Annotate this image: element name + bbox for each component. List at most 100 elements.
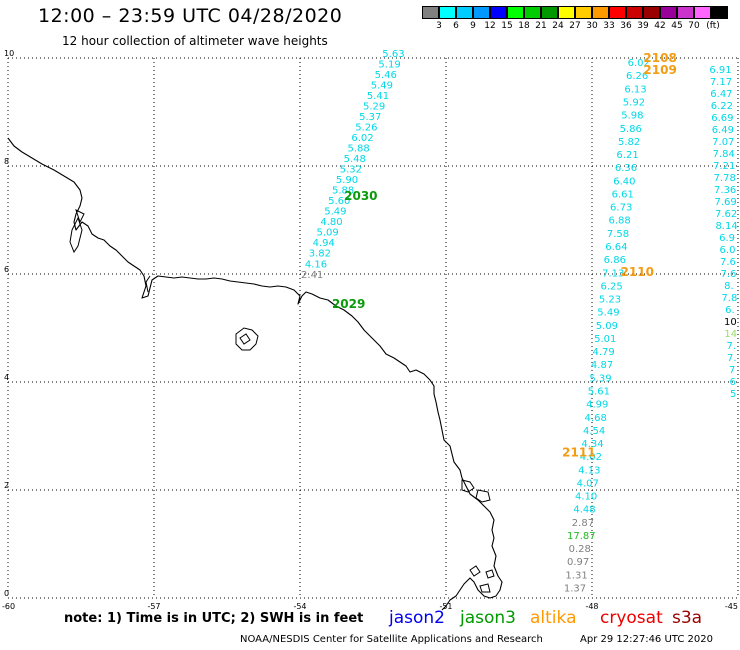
wave-height-label: 6.02 bbox=[351, 133, 373, 144]
wave-height-label: 5.90 bbox=[336, 175, 358, 186]
legend-label: 45 bbox=[671, 21, 683, 31]
satellite-legend-s3a: s3a bbox=[672, 608, 703, 628]
wave-height-label: 7. bbox=[726, 341, 736, 352]
wave-height-label: 4.99 bbox=[586, 400, 608, 411]
wave-height-label: 1.37 bbox=[564, 584, 586, 595]
wave-height-label: 5.49 bbox=[597, 308, 619, 319]
wave-height-label: 4.87 bbox=[591, 360, 613, 371]
credit-line: NOAA/NESDIS Center for Satellite Applica… bbox=[240, 634, 543, 645]
wave-height-label: 5.26 bbox=[355, 123, 377, 134]
legend-swatch bbox=[439, 6, 456, 19]
lon-tick-label: -48 bbox=[585, 602, 598, 611]
lat-tick-label: 6 bbox=[4, 265, 9, 274]
legend-swatch bbox=[660, 6, 677, 19]
lat-tick-label: 0 bbox=[4, 589, 9, 598]
wave-height-label: 4.07 bbox=[577, 478, 599, 489]
lon-tick-label: -60 bbox=[2, 602, 15, 611]
legend-label: 6 bbox=[453, 21, 459, 31]
legend-unit: (ft) bbox=[706, 21, 720, 31]
wave-height-label: 8. bbox=[724, 281, 734, 292]
legend-label: 24 bbox=[552, 21, 564, 31]
wave-height-label: 7.13 bbox=[602, 268, 624, 279]
pass-time-label: 2108 bbox=[643, 51, 676, 65]
legend-swatch bbox=[677, 6, 694, 19]
wave-height-label: 3.82 bbox=[309, 249, 331, 260]
legend-label: 70 bbox=[688, 21, 700, 31]
legend-swatch bbox=[558, 6, 575, 19]
wave-height-label: 5.39 bbox=[589, 373, 611, 384]
wave-height-label: 7.07 bbox=[712, 137, 734, 148]
wave-height-label: 6.9 bbox=[719, 233, 735, 244]
page-title: 12:00 – 23:59 UTC 04/28/2020 bbox=[38, 5, 343, 27]
wave-height-label: 6.69 bbox=[711, 113, 733, 124]
wave-height-label: 7.84 bbox=[713, 149, 735, 160]
coast-islands-south bbox=[469, 565, 495, 593]
lat-tick-label: 8 bbox=[4, 157, 9, 166]
wave-height-label: 10 bbox=[724, 317, 737, 328]
wave-height-label: 5.23 bbox=[599, 295, 621, 306]
wave-height-label: 6.61 bbox=[612, 189, 634, 200]
legend-label: 33 bbox=[603, 21, 615, 31]
wave-height-label: 5.88 bbox=[332, 186, 354, 197]
wave-height-label: 7.6 bbox=[720, 269, 736, 280]
legend-swatch bbox=[473, 6, 490, 19]
pass-time-label: 2109 bbox=[643, 63, 676, 77]
wave-height-label: 6.47 bbox=[710, 89, 732, 100]
wave-height-label: 6.88 bbox=[608, 216, 630, 227]
legend-swatch bbox=[507, 6, 524, 19]
wave-height-label: 5.32 bbox=[340, 165, 362, 176]
wave-height-label: 0.97 bbox=[567, 557, 589, 568]
wave-height-label: 7.8 bbox=[721, 293, 737, 304]
wave-height-label: 4.68 bbox=[585, 413, 607, 424]
pass-time-label: 2111 bbox=[562, 446, 595, 460]
satellite-legend-altika: altika bbox=[530, 608, 577, 628]
wave-height-label: 5.49 bbox=[324, 207, 346, 218]
wave-height-label: 7.17 bbox=[710, 77, 732, 88]
wave-height-label: 4.34 bbox=[581, 439, 603, 450]
wave-height-label: 5.98 bbox=[621, 111, 643, 122]
legend-swatch bbox=[541, 6, 558, 19]
wave-height-label: 17.87 bbox=[567, 531, 596, 542]
wave-height-label: 4.94 bbox=[313, 238, 335, 249]
satellite-legend-jason3: jason3 bbox=[460, 608, 516, 628]
generation-timestamp: Apr 29 12:27:46 UTC 2020 bbox=[580, 634, 713, 645]
lat-lon-grid bbox=[7, 57, 739, 599]
wave-height-label: 5.19 bbox=[378, 59, 400, 70]
legend-label: 12 bbox=[484, 21, 496, 31]
satellite-legend-jason2: jason2 bbox=[389, 608, 445, 628]
wave-height-label: 4.13 bbox=[578, 465, 600, 476]
wave-height-label: 2.41 bbox=[301, 270, 323, 281]
legend-label: 30 bbox=[586, 21, 598, 31]
wave-height-label: 6.21 bbox=[616, 150, 638, 161]
wave-height-label: 5.92 bbox=[623, 98, 645, 109]
legend-swatch bbox=[694, 6, 711, 19]
wave-height-label: 6.49 bbox=[712, 125, 734, 136]
legend-label: 3 bbox=[436, 21, 442, 31]
legend-label: 18 bbox=[518, 21, 530, 31]
wave-height-label: 7. bbox=[727, 353, 737, 364]
legend-label: 9 bbox=[470, 21, 476, 31]
wave-height-label: 7.6 bbox=[720, 257, 736, 268]
wave-height-label: 6. bbox=[725, 305, 735, 316]
wave-height-label: 6.40 bbox=[613, 176, 635, 187]
wave-height-label: 4.10 bbox=[575, 492, 597, 503]
wave-height-label: 6.64 bbox=[605, 242, 627, 253]
wave-height-label: 4.16 bbox=[305, 259, 327, 270]
wave-height-label: 6.91 bbox=[709, 65, 731, 76]
wave-height-label: 5.61 bbox=[588, 386, 610, 397]
wave-height-label: 5 bbox=[730, 389, 736, 400]
legend-swatch bbox=[643, 6, 660, 19]
lon-tick-label: -51 bbox=[439, 602, 452, 611]
wave-height-label: 6.86 bbox=[604, 255, 626, 266]
wave-height-label: 8.14 bbox=[715, 221, 737, 232]
wave-height-label: 4.48 bbox=[573, 505, 595, 516]
wave-height-label: 6.26 bbox=[626, 71, 648, 82]
wave-height-label: 6 bbox=[729, 377, 735, 388]
wave-height-label: 14 bbox=[724, 329, 737, 340]
wave-height-label: 5.49 bbox=[371, 80, 393, 91]
wave-height-label: 6.0 bbox=[720, 245, 736, 256]
wave-height-label: 4.80 bbox=[320, 217, 342, 228]
wave-height-label: 6.73 bbox=[610, 203, 632, 214]
wave-height-label: 5.41 bbox=[367, 91, 389, 102]
legend-label: 21 bbox=[535, 21, 547, 31]
